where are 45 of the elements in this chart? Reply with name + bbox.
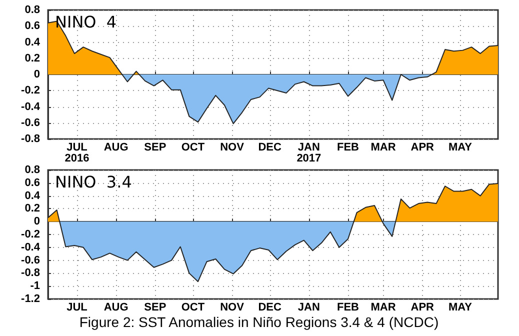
y-tick-label: 0.8 — [24, 164, 40, 176]
y-tick-label: -0.6 — [21, 254, 40, 266]
y-tick-label: -0.4 — [21, 241, 41, 254]
x-tick-label: FEB — [337, 302, 360, 314]
caption: Figure 2: SST Anomalies in Niño Regions 3.4 & 4 (NCDC) — [79, 314, 439, 330]
y-tick-label: 0.6 — [24, 176, 40, 189]
x-tick-label: MAY — [448, 142, 473, 154]
y-tick-label: 0.8 — [24, 4, 40, 16]
y-tick-label: -0.4 — [21, 100, 41, 113]
x-tick-label: OCT — [181, 142, 205, 154]
x-tick-label: APR — [410, 302, 434, 314]
x-tick-label: MAR — [370, 142, 396, 154]
y-tick-label: 0 — [34, 216, 40, 228]
x-tick-label: DEC — [258, 302, 282, 314]
y-tick-label: 0.4 — [24, 36, 41, 48]
y-tick-label: -1.2 — [21, 293, 40, 305]
y-tick-label: 0.6 — [24, 20, 40, 32]
x-tick-label: SEP — [144, 302, 166, 314]
x-tick-label: AUG — [104, 302, 128, 314]
y-tick-label: 0 — [34, 68, 40, 80]
x-tick-label: JUL 2016 — [64, 142, 90, 164]
y-tick-label: 0.2 — [24, 202, 40, 215]
y-tick-label: 0.4 — [24, 190, 41, 202]
x-tick-label: MAY — [448, 302, 473, 314]
x-tick-label: SEP — [144, 142, 166, 154]
chart-title: NINO 4 — [55, 12, 117, 32]
y-tick-label: -0.2 — [21, 228, 40, 240]
x-tick-label: APR — [410, 142, 434, 154]
x-tick-label: NOV — [220, 302, 245, 314]
chart-title: NINO 3.4 — [55, 172, 132, 192]
y-tick-label: -0.2 — [21, 84, 40, 97]
x-tick-label: DEC — [258, 142, 282, 154]
x-tick-label: JAN 2017 — [296, 142, 322, 164]
x-tick-label: NOV — [220, 142, 245, 154]
y-tick-label: 0.2 — [24, 52, 40, 64]
x-tick-label: MAR — [370, 302, 396, 314]
x-tick-label: JAN — [298, 302, 320, 314]
y-tick-label: -0.8 — [21, 267, 40, 280]
y-tick-label: -1 — [30, 280, 40, 292]
x-tick-label: OCT — [181, 302, 205, 314]
y-tick-label: -0.6 — [21, 116, 40, 129]
x-tick-label: FEB — [337, 142, 360, 154]
x-tick-label: JUL — [66, 302, 88, 314]
x-tick-label: AUG — [104, 142, 128, 154]
y-tick-label: -0.8 — [21, 133, 40, 145]
